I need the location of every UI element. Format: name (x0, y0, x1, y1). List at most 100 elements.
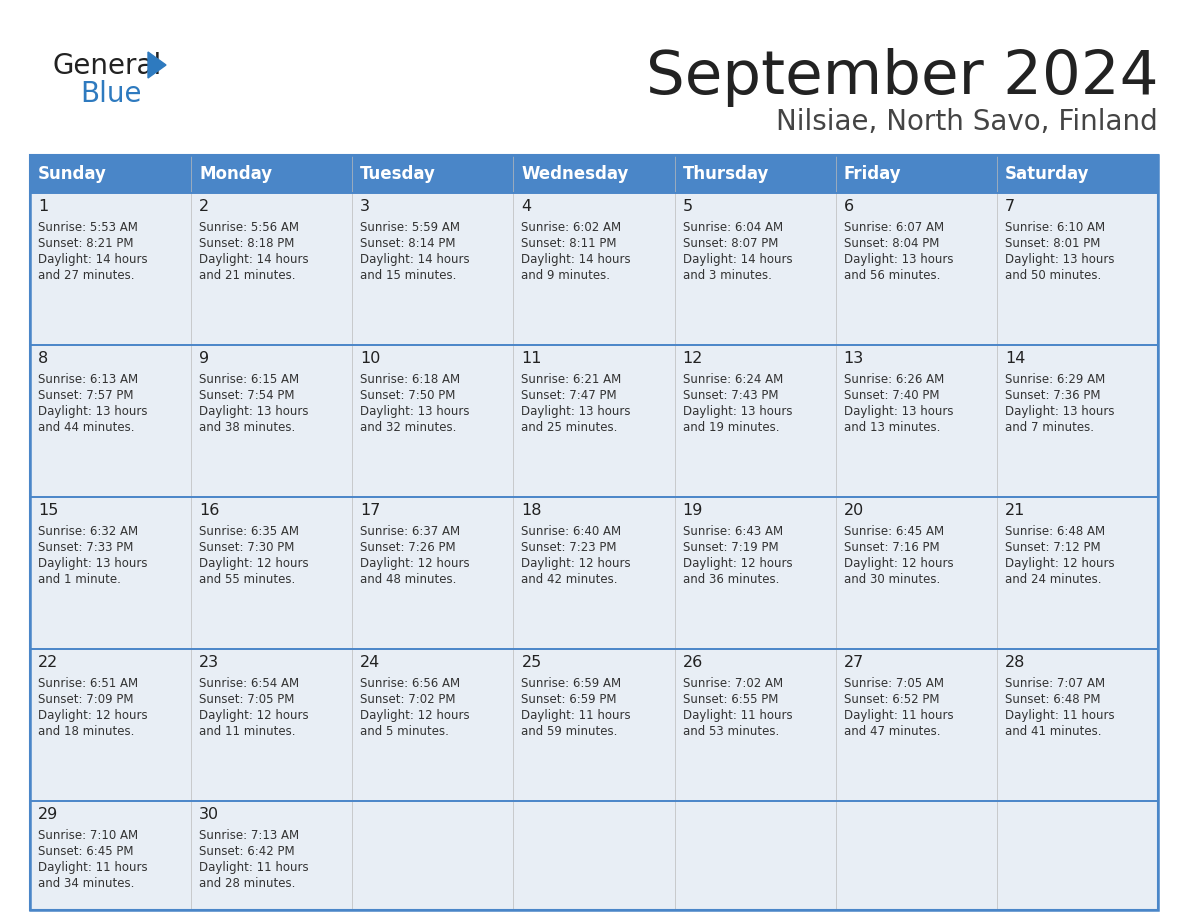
Text: Sunrise: 7:02 AM: Sunrise: 7:02 AM (683, 677, 783, 689)
Bar (513, 193, 675, 345)
Text: Daylight: 12 hours: Daylight: 12 hours (200, 709, 309, 722)
Bar (353, 155, 513, 193)
Bar (997, 649, 1158, 800)
Text: General: General (52, 52, 162, 80)
Bar (30, 800, 191, 910)
Text: Sunrise: 5:56 AM: Sunrise: 5:56 AM (200, 221, 299, 234)
Text: Saturday: Saturday (1005, 165, 1089, 183)
Text: Sunset: 7:23 PM: Sunset: 7:23 PM (522, 541, 617, 554)
Text: 1: 1 (38, 199, 49, 214)
Text: and 59 minutes.: and 59 minutes. (522, 724, 618, 738)
Text: and 13 minutes.: and 13 minutes. (843, 421, 940, 434)
Text: Nilsiae, North Savo, Finland: Nilsiae, North Savo, Finland (776, 108, 1158, 136)
Text: 13: 13 (843, 351, 864, 366)
Text: Sunset: 7:19 PM: Sunset: 7:19 PM (683, 541, 778, 554)
Text: Sunset: 7:40 PM: Sunset: 7:40 PM (843, 389, 940, 402)
Text: 26: 26 (683, 655, 703, 670)
Text: Sunset: 6:55 PM: Sunset: 6:55 PM (683, 693, 778, 706)
Text: 29: 29 (38, 807, 58, 822)
Text: and 53 minutes.: and 53 minutes. (683, 724, 779, 738)
Bar (191, 345, 353, 497)
Text: Sunset: 8:14 PM: Sunset: 8:14 PM (360, 237, 456, 250)
Text: 11: 11 (522, 351, 542, 366)
Text: Daylight: 13 hours: Daylight: 13 hours (200, 405, 309, 418)
Text: Sunset: 8:11 PM: Sunset: 8:11 PM (522, 237, 617, 250)
Text: Sunrise: 6:07 AM: Sunrise: 6:07 AM (843, 221, 943, 234)
Text: Daylight: 13 hours: Daylight: 13 hours (1005, 405, 1114, 418)
Text: Sunrise: 6:56 AM: Sunrise: 6:56 AM (360, 677, 461, 689)
Bar (513, 800, 675, 910)
Bar (30, 345, 191, 497)
Text: Daylight: 14 hours: Daylight: 14 hours (683, 253, 792, 266)
Text: 20: 20 (843, 503, 864, 518)
Bar (30, 155, 1158, 910)
Text: Sunrise: 6:02 AM: Sunrise: 6:02 AM (522, 221, 621, 234)
Text: Daylight: 12 hours: Daylight: 12 hours (683, 557, 792, 570)
Text: Sunrise: 6:13 AM: Sunrise: 6:13 AM (38, 373, 138, 386)
Text: Sunset: 8:04 PM: Sunset: 8:04 PM (843, 237, 939, 250)
Text: and 48 minutes.: and 48 minutes. (360, 573, 456, 586)
Text: Sunrise: 6:51 AM: Sunrise: 6:51 AM (38, 677, 138, 689)
Bar (675, 649, 835, 800)
Bar (513, 649, 675, 800)
Text: Sunday: Sunday (38, 165, 107, 183)
Text: Sunrise: 6:32 AM: Sunrise: 6:32 AM (38, 525, 138, 538)
Text: Sunrise: 5:53 AM: Sunrise: 5:53 AM (38, 221, 138, 234)
Text: 25: 25 (522, 655, 542, 670)
Text: 23: 23 (200, 655, 220, 670)
Text: and 55 minutes.: and 55 minutes. (200, 573, 296, 586)
Text: Sunset: 7:02 PM: Sunset: 7:02 PM (360, 693, 456, 706)
Text: Daylight: 12 hours: Daylight: 12 hours (1005, 557, 1114, 570)
Text: Sunrise: 6:21 AM: Sunrise: 6:21 AM (522, 373, 621, 386)
Text: Sunset: 7:50 PM: Sunset: 7:50 PM (360, 389, 456, 402)
Bar (30, 497, 191, 649)
Text: Sunrise: 7:07 AM: Sunrise: 7:07 AM (1005, 677, 1105, 689)
Bar (997, 193, 1158, 345)
Text: Monday: Monday (200, 165, 272, 183)
Text: Sunrise: 6:59 AM: Sunrise: 6:59 AM (522, 677, 621, 689)
Text: Sunset: 7:57 PM: Sunset: 7:57 PM (38, 389, 133, 402)
Bar (353, 345, 513, 497)
Text: and 19 minutes.: and 19 minutes. (683, 421, 779, 434)
Text: Sunset: 8:18 PM: Sunset: 8:18 PM (200, 237, 295, 250)
Text: Sunrise: 6:18 AM: Sunrise: 6:18 AM (360, 373, 461, 386)
Bar (675, 497, 835, 649)
Text: Daylight: 12 hours: Daylight: 12 hours (843, 557, 953, 570)
Bar (835, 800, 997, 910)
Text: Daylight: 11 hours: Daylight: 11 hours (683, 709, 792, 722)
Text: and 18 minutes.: and 18 minutes. (38, 724, 134, 738)
Text: 6: 6 (843, 199, 854, 214)
Text: Sunset: 7:43 PM: Sunset: 7:43 PM (683, 389, 778, 402)
Text: Sunrise: 6:48 AM: Sunrise: 6:48 AM (1005, 525, 1105, 538)
Text: Daylight: 12 hours: Daylight: 12 hours (522, 557, 631, 570)
Bar (675, 193, 835, 345)
Text: Sunset: 6:45 PM: Sunset: 6:45 PM (38, 845, 133, 857)
Bar (513, 497, 675, 649)
Text: 21: 21 (1005, 503, 1025, 518)
Bar (997, 155, 1158, 193)
Bar (353, 193, 513, 345)
Text: and 42 minutes.: and 42 minutes. (522, 573, 618, 586)
Text: Daylight: 11 hours: Daylight: 11 hours (1005, 709, 1114, 722)
Text: and 34 minutes.: and 34 minutes. (38, 877, 134, 890)
Text: 24: 24 (360, 655, 380, 670)
Text: 3: 3 (360, 199, 371, 214)
Text: Daylight: 11 hours: Daylight: 11 hours (200, 861, 309, 874)
Bar (191, 193, 353, 345)
Bar (191, 155, 353, 193)
Text: Sunrise: 7:10 AM: Sunrise: 7:10 AM (38, 829, 138, 842)
Text: 7: 7 (1005, 199, 1015, 214)
Text: Sunset: 7:26 PM: Sunset: 7:26 PM (360, 541, 456, 554)
Text: Daylight: 14 hours: Daylight: 14 hours (38, 253, 147, 266)
Text: Tuesday: Tuesday (360, 165, 436, 183)
Text: 30: 30 (200, 807, 220, 822)
Text: Sunrise: 6:54 AM: Sunrise: 6:54 AM (200, 677, 299, 689)
Text: Thursday: Thursday (683, 165, 769, 183)
Text: Daylight: 13 hours: Daylight: 13 hours (843, 405, 953, 418)
Polygon shape (148, 52, 166, 78)
Text: Sunset: 6:42 PM: Sunset: 6:42 PM (200, 845, 295, 857)
Text: and 41 minutes.: and 41 minutes. (1005, 724, 1101, 738)
Text: 14: 14 (1005, 351, 1025, 366)
Text: Daylight: 13 hours: Daylight: 13 hours (683, 405, 792, 418)
Text: and 38 minutes.: and 38 minutes. (200, 421, 296, 434)
